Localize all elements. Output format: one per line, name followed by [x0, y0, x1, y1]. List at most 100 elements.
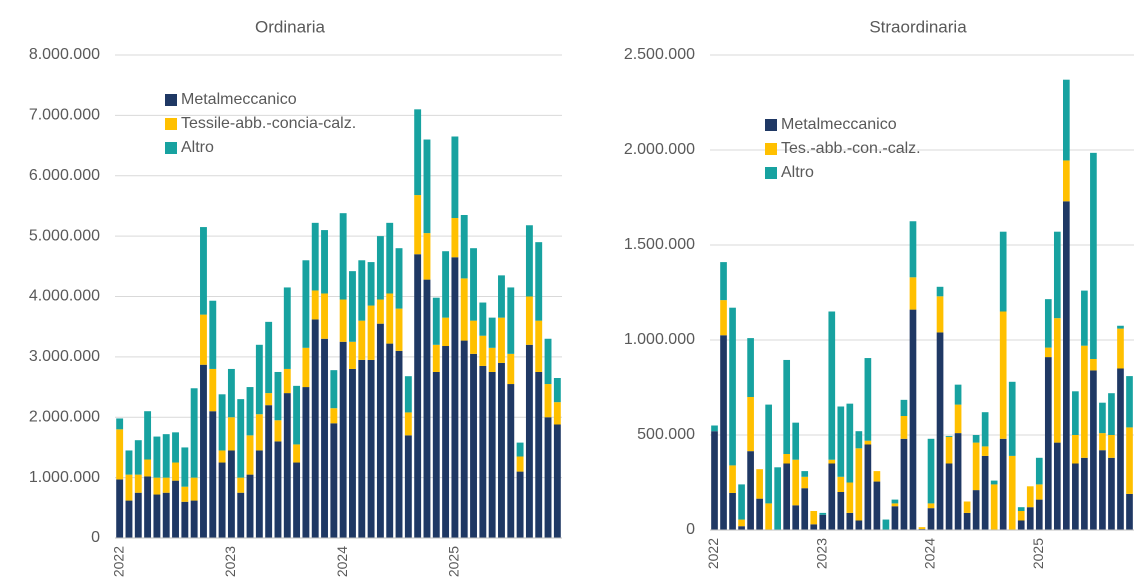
- bar-segment: [442, 346, 450, 538]
- bar-segment: [801, 471, 809, 477]
- bar-segment: [855, 520, 863, 530]
- y-tick-label: 2.000.000: [624, 141, 695, 158]
- bar-segment: [507, 384, 515, 538]
- y-tick-label: 3.000.000: [29, 348, 100, 365]
- bar-segment: [900, 438, 908, 530]
- bar-segment: [311, 290, 319, 320]
- y-tick-label: 4.000.000: [29, 288, 100, 305]
- bar-segment: [747, 338, 754, 397]
- bar-segment: [729, 307, 736, 466]
- bar-segment: [451, 218, 459, 258]
- bar-segment: [460, 214, 468, 279]
- bar-segment: [783, 359, 791, 454]
- chart-title: Straordinaria: [869, 17, 967, 36]
- bar-segment: [339, 341, 347, 538]
- bar-segment: [945, 435, 953, 437]
- bar-segment: [265, 393, 273, 406]
- bar-segment: [981, 446, 989, 456]
- bar-segment: [386, 293, 394, 344]
- bar-segment: [153, 436, 161, 478]
- bar-segment: [488, 347, 496, 372]
- bar-segment: [404, 376, 412, 413]
- bar-segment: [209, 300, 217, 369]
- bar-segment: [190, 477, 198, 501]
- bar-segment: [442, 317, 450, 347]
- bar-segment: [756, 498, 763, 530]
- bar-segment: [864, 358, 872, 441]
- bar-segment: [954, 433, 962, 530]
- bar-segment: [162, 477, 170, 493]
- x-tick-label: 2025: [446, 546, 462, 577]
- bar-segment: [237, 399, 245, 478]
- bar-segment: [172, 432, 179, 463]
- bar-segment: [404, 412, 412, 436]
- bar-segment: [1117, 368, 1124, 530]
- bar-segment: [209, 411, 217, 538]
- bar-segment: [873, 481, 881, 530]
- bar-segment: [738, 484, 745, 520]
- bar-segment: [376, 236, 384, 300]
- bar-segment: [1017, 511, 1025, 521]
- bar-segment: [190, 388, 198, 478]
- bar-segment: [882, 519, 890, 530]
- x-tick-label: 2024: [334, 546, 350, 577]
- bar-segment: [395, 308, 403, 351]
- y-tick-label: 5.000.000: [29, 227, 100, 244]
- bar-segment: [516, 456, 524, 472]
- legend-swatch: [765, 119, 777, 131]
- bar-segment: [330, 423, 338, 538]
- bar-segment: [218, 394, 226, 451]
- bar-segment: [945, 463, 953, 530]
- bar-segment: [828, 463, 836, 530]
- bar-segment: [1126, 376, 1133, 428]
- bar-segment: [783, 463, 791, 530]
- y-tick-label: 7.000.000: [29, 107, 100, 124]
- bar-segment: [134, 440, 142, 475]
- bar-segment: [227, 450, 235, 538]
- bar-segment: [792, 459, 800, 506]
- bar-segment: [1090, 370, 1097, 530]
- bar-segment: [255, 414, 263, 451]
- legend-label: Tes.-abb.-con.-calz.: [781, 140, 921, 157]
- bar-segment: [227, 368, 235, 418]
- bar-segment: [846, 403, 854, 483]
- bar-segment: [488, 371, 496, 538]
- bar-segment: [330, 370, 338, 409]
- bar-segment: [321, 293, 328, 339]
- bar-segment: [864, 444, 872, 530]
- x-tick-label: 2023: [222, 546, 238, 577]
- bar-segment: [1117, 325, 1124, 329]
- bar-segment: [125, 450, 133, 475]
- bar-segment: [1063, 160, 1070, 202]
- bar-segment: [367, 359, 375, 538]
- bar-segment: [432, 297, 440, 345]
- bar-segment: [451, 257, 459, 538]
- bar-segment: [900, 416, 908, 439]
- legend-swatch: [165, 118, 177, 130]
- bar-segment: [747, 451, 754, 530]
- bar-segment: [864, 440, 872, 445]
- bar-segment: [846, 482, 854, 513]
- bar-segment: [432, 344, 440, 372]
- bar-segment: [144, 476, 152, 538]
- bar-segment: [729, 492, 736, 530]
- bar-segment: [181, 501, 189, 538]
- bar-segment: [451, 136, 459, 219]
- bar-segment: [460, 278, 468, 341]
- bar-segment: [999, 311, 1007, 439]
- legend-swatch: [765, 143, 777, 155]
- bar-segment: [1108, 457, 1115, 530]
- bar-segment: [200, 364, 207, 538]
- bar-segment: [423, 233, 431, 280]
- bar-segment: [432, 371, 440, 538]
- bar-segment: [218, 450, 226, 463]
- y-tick-label: 1.000.000: [624, 331, 695, 348]
- bar-segment: [404, 435, 412, 538]
- chart-panel: Straordinaria 0 500.000 1.000.000 1.500.000 2…: [624, 17, 1134, 569]
- bar-segment: [873, 471, 881, 482]
- bar-segment: [963, 512, 971, 530]
- bar-segment: [544, 417, 552, 538]
- bar-segment: [819, 512, 827, 515]
- bar-segment: [801, 488, 809, 530]
- legend-swatch: [165, 142, 177, 154]
